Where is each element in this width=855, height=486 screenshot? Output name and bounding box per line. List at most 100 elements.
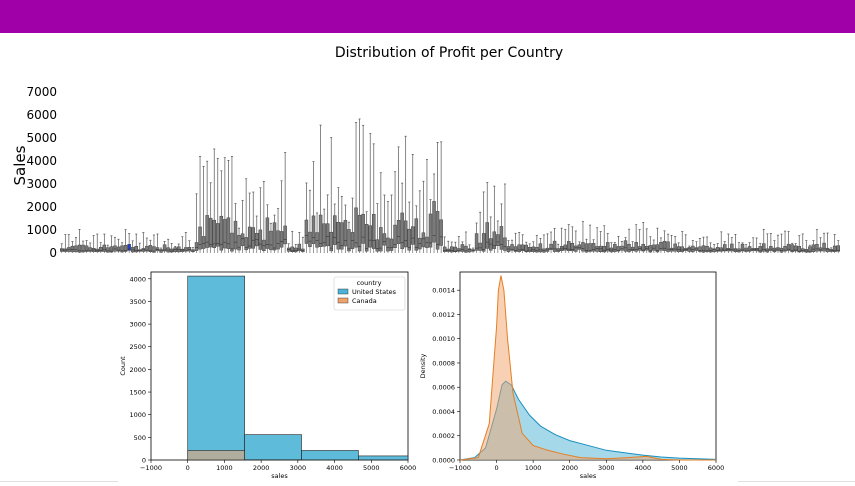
box: [304, 219, 309, 244]
box: [662, 240, 667, 251]
box: [567, 241, 571, 251]
box: [364, 224, 369, 252]
box: [102, 244, 107, 252]
box: [194, 242, 199, 251]
box: [177, 246, 181, 253]
box: [520, 244, 525, 251]
kde-x-tick-label-2: 1000: [525, 464, 542, 472]
box: [595, 246, 599, 252]
box: [492, 231, 497, 249]
kde-x-tick-label-4: 3000: [598, 464, 615, 472]
box: [251, 227, 255, 249]
box: [659, 242, 663, 251]
box: [680, 246, 684, 252]
box: [357, 214, 362, 252]
density-line-1: [459, 275, 716, 461]
box: [563, 244, 567, 251]
box: [762, 243, 766, 252]
histogram-bar: [301, 450, 359, 461]
box: [343, 220, 348, 247]
box: [758, 246, 762, 253]
box: [155, 247, 160, 252]
hist-x-tick-label-4: 3000: [290, 464, 307, 472]
box: [173, 247, 177, 252]
box: [549, 243, 553, 251]
box: [673, 243, 677, 252]
histogram-bar: [187, 275, 245, 461]
box: [315, 232, 319, 248]
box: [450, 246, 454, 253]
box: [783, 245, 787, 252]
box: [606, 242, 610, 252]
box: [467, 248, 472, 253]
box: [528, 247, 532, 252]
box: [379, 227, 383, 252]
box: [169, 248, 174, 253]
box-y-tick-label-0: 0: [49, 246, 57, 260]
box: [613, 243, 617, 252]
box: [478, 242, 482, 251]
box: [247, 226, 252, 249]
histogram-bar: [244, 434, 302, 461]
box: [265, 217, 270, 249]
hist-legend-title: country: [357, 279, 382, 287]
box: [361, 213, 365, 244]
box: [818, 247, 823, 252]
box: [333, 215, 337, 245]
box: [237, 234, 241, 251]
box: [240, 233, 245, 247]
hist-y-tick-label-8: 4000: [129, 275, 146, 283]
box: [201, 236, 206, 249]
box: [457, 248, 461, 252]
box-y-tick-label-5: 5000: [26, 131, 57, 145]
box: [754, 247, 759, 252]
box: [382, 233, 387, 246]
box: [297, 243, 302, 252]
kde-x-axis-label: sales: [580, 472, 597, 480]
box: [116, 246, 121, 252]
box: [510, 244, 514, 251]
hist-legend-label-1: Canada: [352, 297, 377, 305]
box-y-tick-label-6: 6000: [26, 108, 57, 122]
box: [325, 223, 330, 247]
kde-y-tick-label-4: 0.0008: [432, 359, 455, 367]
box: [538, 243, 543, 253]
box-y-tick-label-3: 3000: [26, 177, 57, 191]
box: [701, 245, 706, 253]
box: [354, 207, 358, 248]
left-edge-line: [0, 481, 118, 482]
hist-x-tick-label-6: 5000: [363, 464, 380, 472]
box: [421, 232, 426, 248]
box: [627, 243, 631, 253]
box: [403, 220, 408, 248]
box: [513, 246, 518, 252]
box: [499, 226, 504, 250]
box: [294, 247, 298, 253]
hist-x-tick-label-3: 2000: [253, 464, 270, 472]
histogram-chart: −1000 0 1000 2000 3000 4000 5000 60000500100015…: [119, 271, 417, 480]
hist-x-tick-label-1: 0: [186, 464, 190, 472]
histogram-bar: [358, 455, 409, 461]
box-y-axis-label: Sales: [11, 145, 29, 185]
hist-y-tick-label-3: 1500: [129, 389, 146, 397]
box: [439, 219, 443, 246]
box: [187, 247, 192, 252]
right-edge-line: [738, 481, 855, 482]
box-y-tick-label-1: 1000: [26, 223, 57, 237]
box: [269, 230, 273, 251]
kde-x-tick-label-0: −1000: [449, 464, 471, 472]
hist-y-tick-label-2: 1000: [129, 411, 146, 419]
box: [184, 247, 188, 252]
box: [747, 246, 752, 252]
box: [432, 201, 436, 243]
box: [588, 243, 592, 252]
box: [620, 245, 624, 251]
box: [744, 247, 748, 252]
box: [258, 229, 263, 250]
box: [496, 234, 500, 246]
box: [219, 215, 224, 251]
hist-x-tick-label-7: 6000: [400, 464, 417, 472]
box: [730, 243, 734, 252]
hist-y-tick-label-1: 500: [134, 434, 146, 442]
box: [347, 229, 351, 252]
